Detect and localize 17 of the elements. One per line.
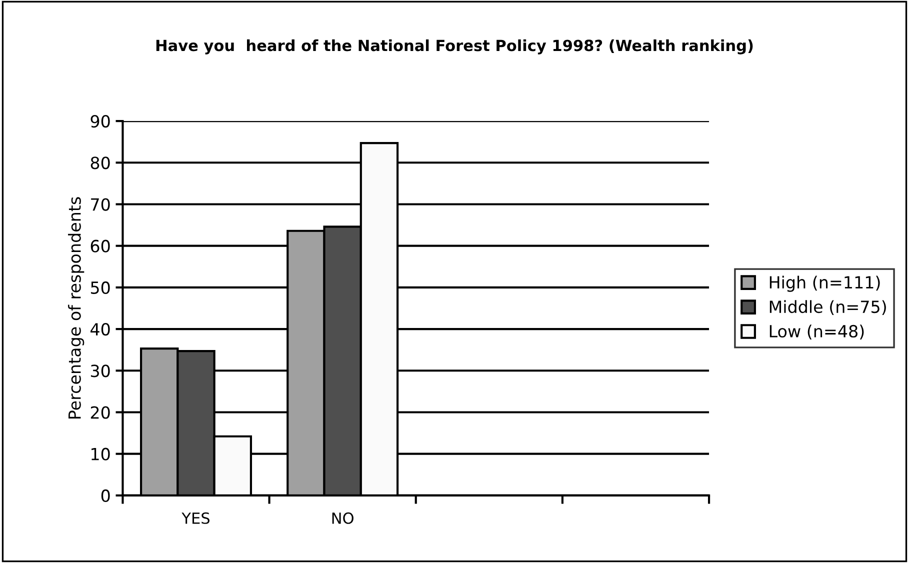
y-tick-label: 10 [92,448,110,460]
y-tick-label: 90 [90,115,110,128]
y-tick-label: 50 [90,281,110,294]
legend-label: Low (n=48) [770,324,864,340]
y-tick-label: 60 [90,240,110,252]
y-tick-label: 30 [90,364,110,378]
y-tick-label: 80 [90,156,110,170]
legend-label: Middle (n=75) [770,300,886,316]
y-axis-title: Percentage of respondents [68,197,84,418]
x-tick-label: YES [182,512,210,524]
y-tick-label: 20 [90,406,110,419]
x-tick-label: NO [332,512,354,524]
y-tick-label: 70 [91,198,110,211]
y-tick-label: 0 [101,489,110,502]
y-tick-label: 40 [90,323,110,336]
legend-label: High (n=111) [770,276,880,292]
chart-title: Have you heard of the National Forest Policy 1998? (Wealth ranking) [156,39,753,54]
